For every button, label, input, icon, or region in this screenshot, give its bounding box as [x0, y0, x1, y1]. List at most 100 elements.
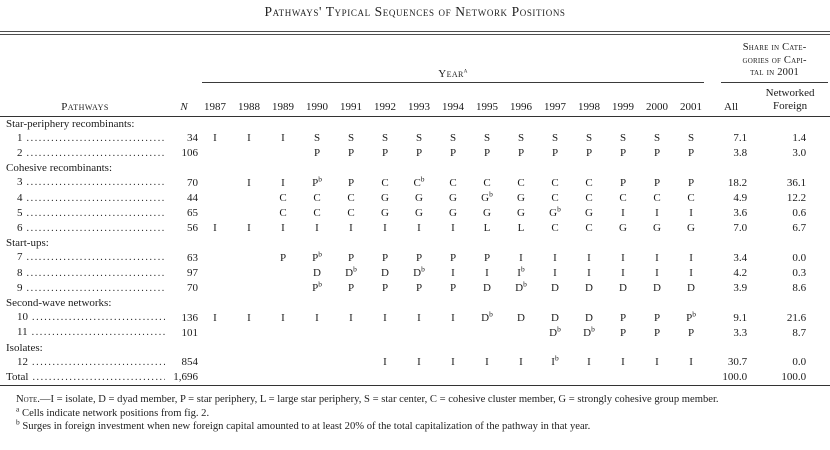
position-cell: P: [279, 251, 287, 264]
group-row: Start-ups:: [0, 236, 830, 250]
dot-leader: [27, 175, 166, 190]
position-cell: [368, 325, 402, 340]
dot-leader: [27, 250, 166, 265]
year-column-header: 2001: [674, 82, 709, 117]
share-networked-foreign-value: 1.4: [792, 132, 807, 145]
n-value: 106: [181, 147, 199, 160]
position-cell: P: [619, 147, 627, 160]
position-cell: C: [313, 192, 321, 205]
footnote-b: b Surges in foreign investment when new …: [2, 418, 828, 434]
table-row: 8 97 D Db D Db I I Ib I I I I I 4.2 0.3: [0, 265, 830, 281]
n-value: 44: [187, 192, 198, 205]
position-cell: P: [687, 176, 695, 189]
position-cell: P: [449, 251, 457, 264]
position-cell: Db: [515, 279, 527, 295]
table-row: 7 63 P Pb P P P P P I I I I I I 3.4 0.0: [0, 250, 830, 265]
dot-leader: [32, 370, 165, 385]
share-networked-foreign-value: 3.0: [792, 147, 807, 160]
n-column-header: N: [170, 82, 198, 117]
position-cell: I: [689, 251, 693, 264]
position-cell: P: [653, 311, 661, 324]
position-cell: I: [417, 356, 421, 369]
pathway-label: 3: [0, 175, 170, 190]
pathway-label: 7: [0, 250, 170, 265]
position-cell: [504, 325, 538, 340]
position-cell: S: [449, 132, 457, 145]
position-cell: S: [313, 132, 321, 145]
position-cell: Db: [549, 324, 561, 339]
position-cell: S: [483, 132, 491, 145]
year-spanner-label: Yeara: [202, 66, 705, 83]
share-header-line2: gories of Capi-: [742, 54, 807, 66]
position-cell: S: [653, 132, 661, 145]
position-cell: G: [653, 222, 661, 235]
position-cell: C: [619, 192, 627, 205]
group-row: Isolates:: [0, 341, 830, 355]
pathway-label: 6: [0, 221, 170, 236]
position-cell: Cb: [413, 174, 425, 189]
position-cell: P: [619, 176, 627, 189]
position-cell: [402, 325, 436, 340]
position-cell: [232, 369, 266, 387]
note-body: —I = isolate, D = dyad member, P = star …: [39, 394, 719, 406]
position-cell: D: [313, 267, 321, 280]
position-cell: L: [517, 222, 525, 235]
position-cell: I: [655, 251, 659, 264]
position-cell: I: [349, 311, 353, 324]
position-cell: I: [417, 311, 421, 324]
position-cell: C: [347, 192, 355, 205]
share-networked-foreign-value: 0.3: [792, 267, 807, 280]
dot-leader: [27, 221, 166, 236]
position-cell: Db: [481, 308, 493, 324]
group-row: Cohesive recombinants:: [0, 161, 830, 175]
year-column-header: 1989: [266, 82, 300, 117]
position-cell: D: [687, 282, 695, 295]
position-cell: P: [619, 311, 627, 324]
share-networked-foreign-value: 36.1: [786, 176, 807, 189]
share-networked-foreign-value: 8.7: [792, 326, 807, 339]
position-cell: I: [451, 311, 455, 324]
position-cell: [232, 146, 266, 161]
dot-leader: [27, 191, 166, 206]
position-cell: P: [415, 147, 423, 160]
group-row: Second-wave networks:: [0, 296, 830, 310]
position-cell: D: [619, 282, 627, 295]
share-networked-foreign-value: 100.0: [760, 369, 830, 387]
position-cell: C: [585, 176, 593, 189]
pathway-label: 10: [0, 310, 170, 325]
footnote-a-marker: a: [16, 404, 20, 414]
year-column-header: 1987: [198, 82, 232, 117]
position-cell: I: [689, 207, 693, 220]
spanner-empty-cell: [0, 35, 198, 83]
position-cell: G: [483, 207, 491, 220]
share-all-value: 4.9: [733, 192, 748, 205]
table-row: 6 56 I I I I I I I I L L C C G G G 7.0 6.7: [0, 221, 830, 236]
share-all-value: 7.1: [733, 132, 748, 145]
position-cell: I: [587, 251, 591, 264]
share-all-value: 9.1: [733, 311, 748, 324]
n-value: 34: [187, 132, 198, 145]
position-cell: I: [349, 222, 353, 235]
position-cell: [470, 325, 504, 340]
share-networked-foreign-value: 12.2: [786, 192, 807, 205]
position-cell: P: [687, 326, 695, 339]
share-all-value: 100.0: [708, 369, 761, 387]
year-column-header: 1996: [504, 82, 538, 117]
n-value: 70: [187, 282, 198, 295]
n-value: 63: [187, 251, 198, 264]
position-cell: I: [281, 222, 285, 235]
position-cell: [266, 355, 300, 370]
position-cell: S: [551, 132, 559, 145]
position-cell: [266, 266, 300, 281]
pathways-column-header: Pathways: [0, 82, 170, 117]
position-cell: D: [551, 311, 559, 324]
position-cell: P: [653, 176, 661, 189]
spanner-header-row: Yeara Share in Cate- gories of Capi- tal…: [0, 35, 830, 83]
position-cell: S: [381, 132, 389, 145]
n-value: 65: [187, 207, 198, 220]
position-cell: G: [449, 192, 457, 205]
position-cell: G: [415, 192, 423, 205]
all-column-header: All: [708, 82, 761, 117]
position-cell: D: [585, 311, 593, 324]
n-value: 136: [181, 311, 199, 324]
